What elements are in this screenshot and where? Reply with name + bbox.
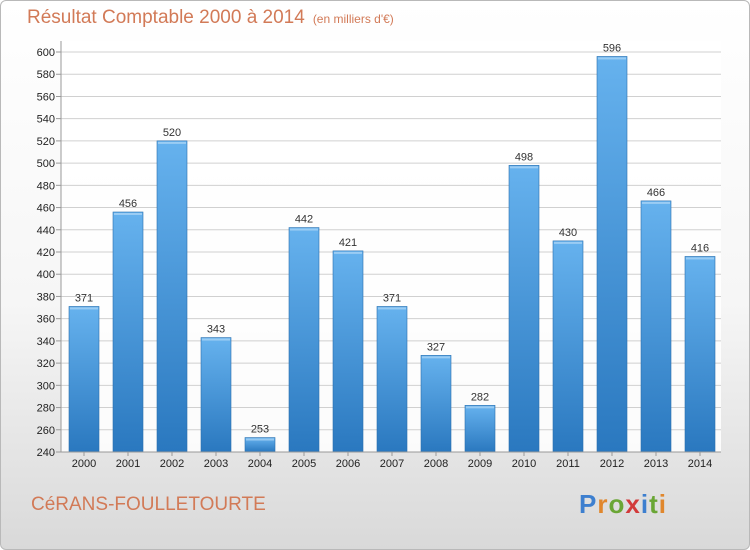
y-tick-label: 480 [37,180,55,192]
y-tick-label: 280 [37,403,55,415]
logo-letter: i [640,489,650,519]
bar-2011 [552,240,584,453]
x-tick-label: 2006 [336,458,360,470]
value-label: 253 [251,424,269,436]
bar-highlight [202,338,230,341]
y-tick-label: 600 [37,47,55,59]
value-labels: 371 456 520 343 253 442 421 371 327 282 498 430 596 4… [75,42,709,435]
y-tick-label: 560 [37,91,55,103]
y-tick-label: 240 [37,447,55,459]
x-tick-label: 2000 [72,458,96,470]
value-label: 282 [471,391,489,403]
value-label: 466 [647,187,665,199]
y-tick-label: 340 [37,336,55,348]
bar-highlight [70,307,98,310]
value-label: 498 [515,151,533,163]
bar-highlight [598,57,626,60]
bar-highlight [246,438,274,441]
bar-2001 [112,211,144,453]
y-tick-label: 440 [37,225,55,237]
value-label: 596 [603,42,621,54]
bars [68,56,716,453]
x-tick-label: 2001 [116,458,140,470]
bar-highlight [686,257,714,260]
y-axis-ticks: 240 260 280 300 320 340 360 380 400 420 440 460 480 5… [37,41,721,459]
x-tick-label: 2004 [248,458,272,470]
x-tick-label: 2012 [600,458,624,470]
y-tick-label: 580 [37,69,55,81]
proxiti-logo: Proxiti [579,489,667,520]
bar-2012 [596,56,628,453]
value-label: 371 [75,292,93,304]
bar-2009 [464,405,496,453]
commune-name: CéRANS-FOULLETOURTE [31,494,266,515]
bar-2002 [156,140,188,453]
bar-highlight [334,251,362,254]
y-tick-label: 420 [37,247,55,259]
bar-highlight [422,356,450,359]
value-label: 430 [559,227,577,239]
value-label: 421 [339,237,357,249]
bar-highlight [642,201,670,204]
x-tick-label: 2002 [160,458,184,470]
bar-highlight [290,228,318,231]
y-tick-label: 520 [37,136,55,148]
chart-title-text: Résultat Comptable 2000 à 2014 [27,7,305,28]
bar-2007 [376,306,408,453]
x-tick-label: 2008 [424,458,448,470]
value-label: 327 [427,341,445,353]
bar-highlight [114,213,142,215]
x-tick-label: 2007 [380,458,404,470]
x-tick-label: 2003 [204,458,228,470]
y-tick-label: 400 [37,269,55,281]
y-tick-label: 540 [37,114,55,126]
chart-subtitle: (en milliers d'€) [312,12,394,26]
value-label: 416 [691,242,709,254]
y-tick-label: 500 [37,158,55,170]
bar-2010 [508,165,540,453]
logo-letter: x [625,489,641,519]
logo-letter: i [658,489,667,519]
bar-2014 [684,256,716,453]
bar-2013 [640,200,672,453]
bar-2005 [288,227,320,453]
bar-highlight [554,241,582,244]
chart-title: Résultat Comptable 2000 à 2014 (en millie… [27,7,394,29]
x-axis-ticks: 2000 2001 2002 2003 2004 2005 2006 2007 2008 2009… [72,452,712,470]
value-label: 456 [119,198,137,210]
x-tick-label: 2013 [644,458,668,470]
y-tick-label: 360 [37,314,55,326]
x-tick-label: 2011 [556,458,580,470]
value-label: 442 [295,214,313,226]
bar-highlight [510,166,538,169]
x-tick-label: 2010 [512,458,536,470]
bar-2008 [420,355,452,453]
x-tick-label: 2009 [468,458,492,470]
y-tick-label: 260 [37,425,55,437]
y-tick-label: 300 [37,380,55,392]
value-label: 371 [383,292,401,304]
bar-highlight [378,307,406,310]
value-label: 520 [163,127,181,139]
logo-letter: r [597,489,609,519]
bar-2003 [200,337,232,453]
bar-2006 [332,250,364,453]
value-label: 343 [207,324,225,336]
y-tick-label: 320 [37,358,55,370]
bar-highlight [158,141,186,144]
y-tick-label: 460 [37,203,55,215]
bar-highlight [466,406,494,409]
y-tick-label: 380 [37,291,55,303]
x-tick-label: 2014 [688,458,712,470]
logo-letter: o [608,489,626,519]
bar-2000 [68,306,100,453]
logo-letter: P [579,489,598,519]
x-tick-label: 2005 [292,458,316,470]
logo-letter: t [649,489,659,519]
